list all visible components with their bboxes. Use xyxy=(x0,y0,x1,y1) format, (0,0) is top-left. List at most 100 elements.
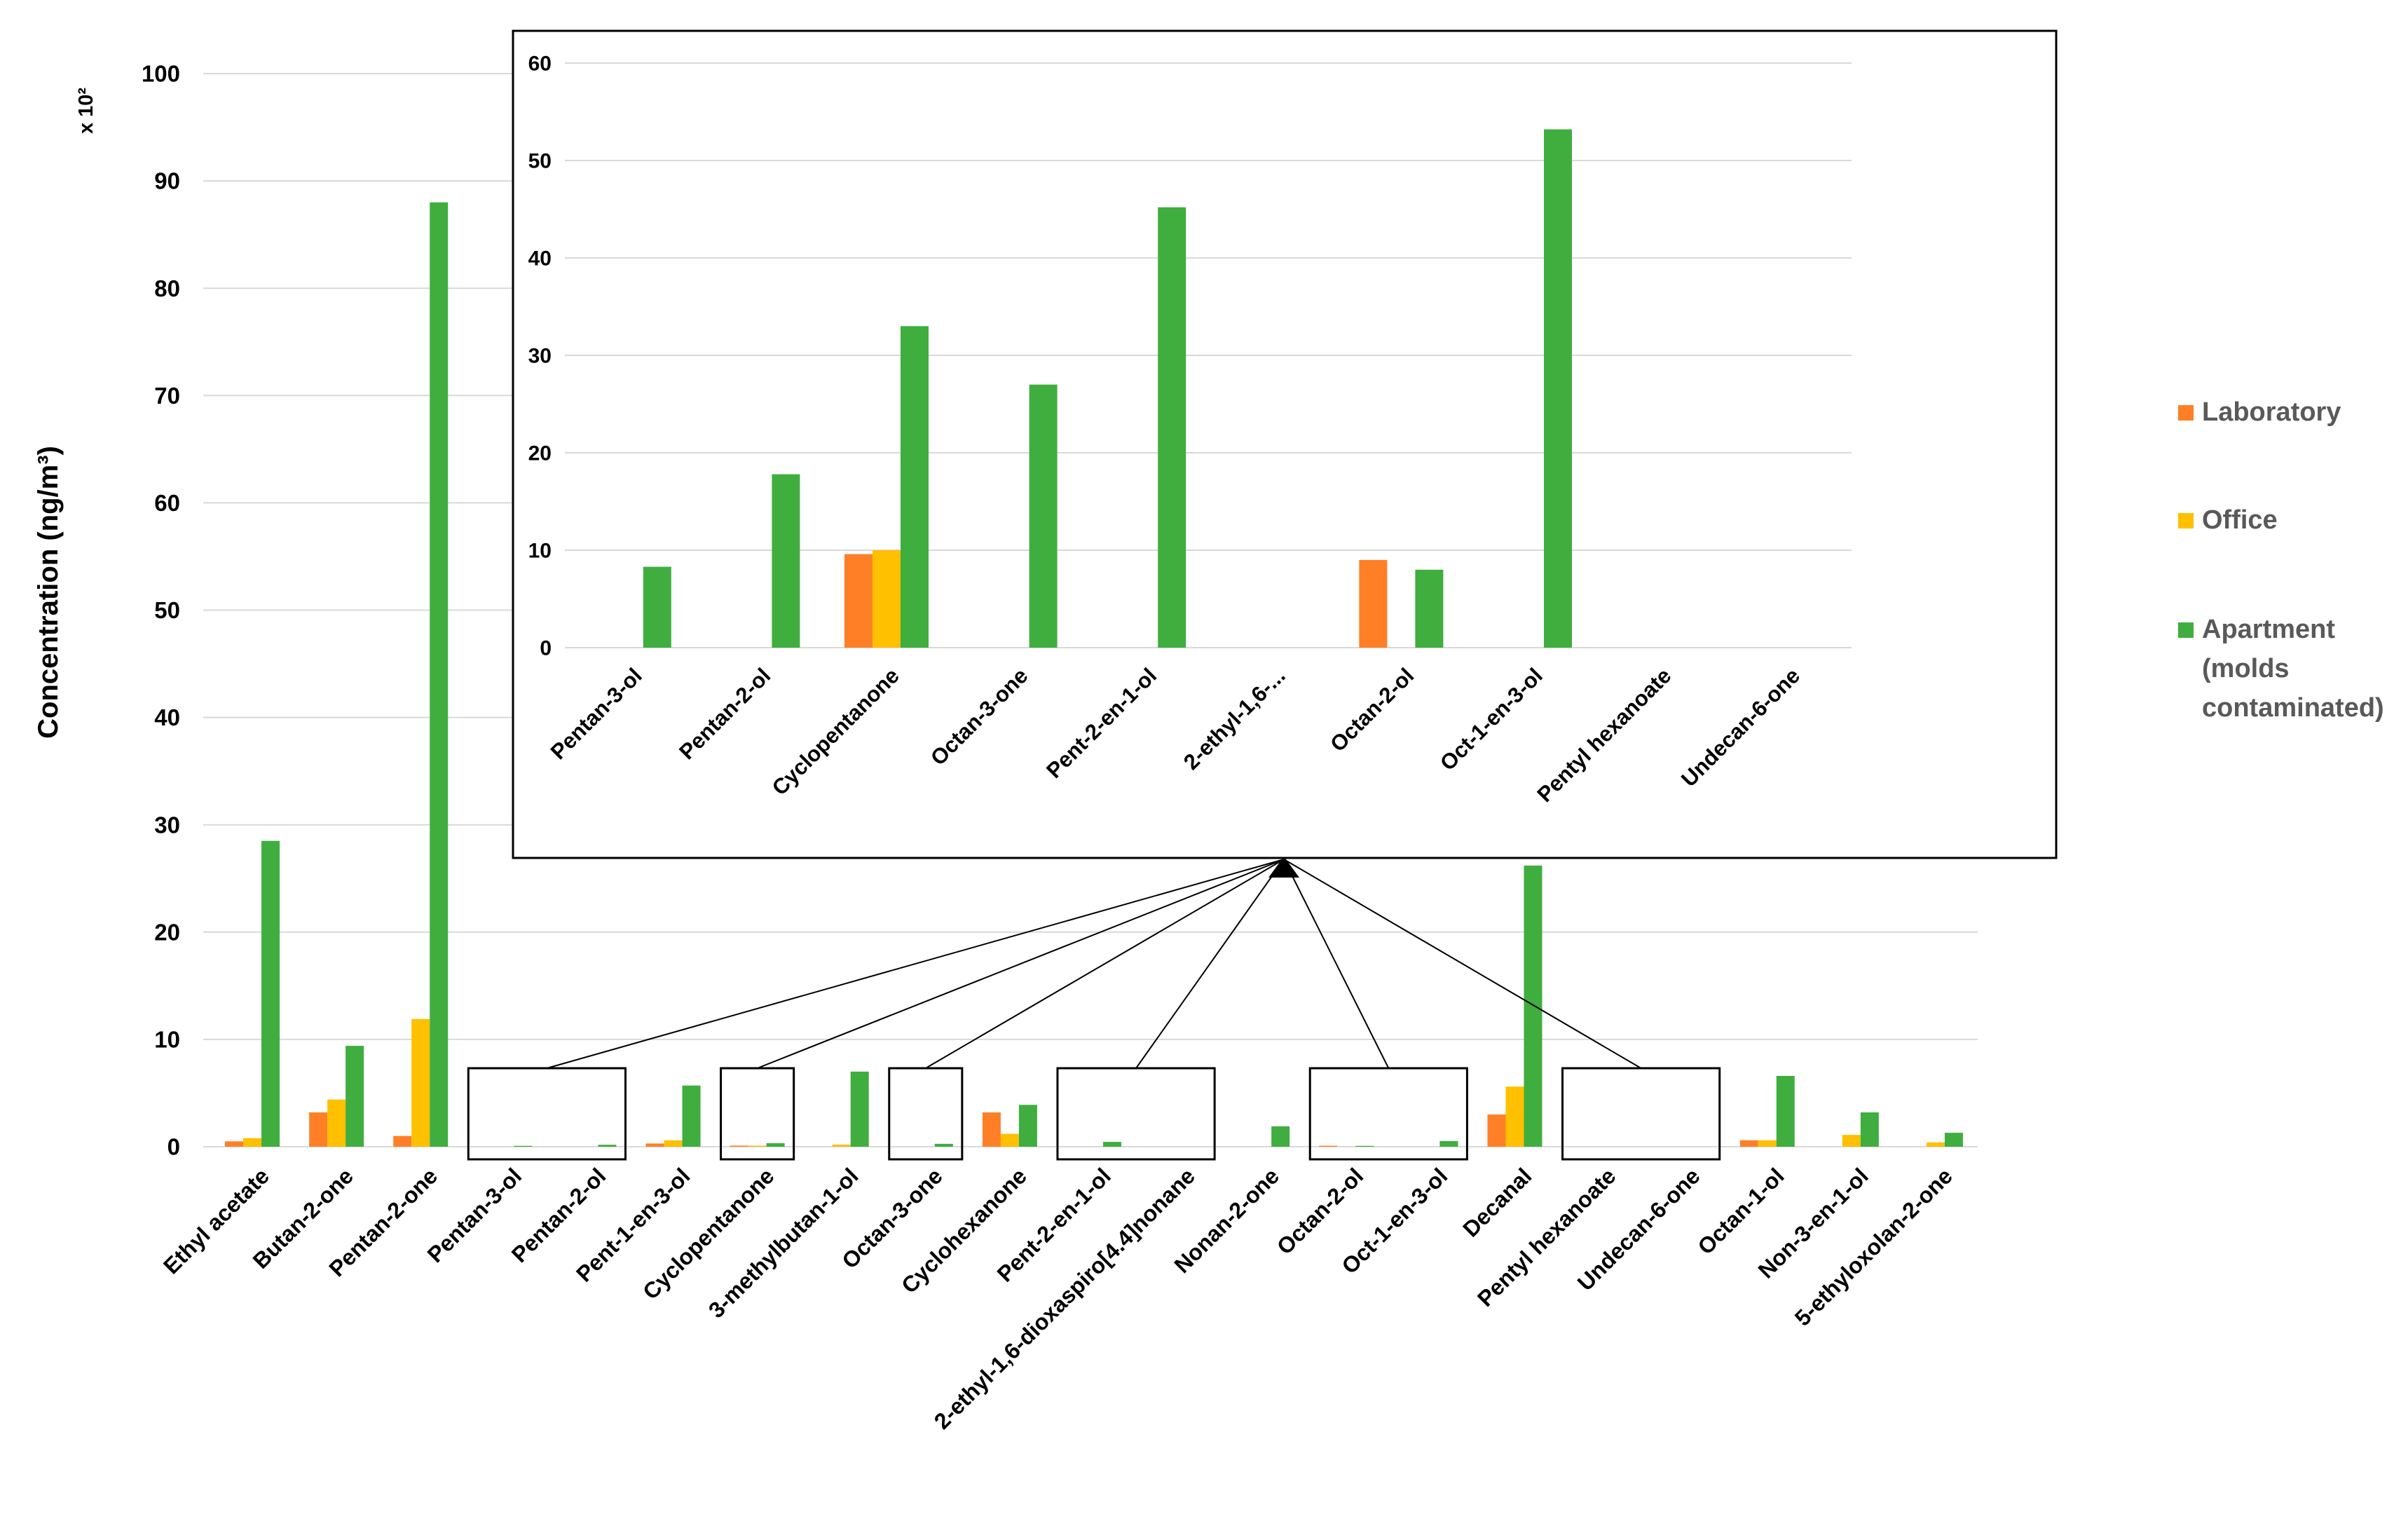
main-y-tick-label: 0 xyxy=(167,1134,180,1160)
main-chart-bars xyxy=(225,202,1963,1147)
main-bar-butan-2-one-apartment xyxy=(346,1046,364,1147)
connector-line xyxy=(1283,859,1390,1069)
main-bar-ethyl-acetate-laboratory xyxy=(225,1141,244,1147)
main-bar-pent-2-en-1-ol-apartment xyxy=(1103,1142,1121,1147)
inset-bar-oct-1-en-3-ol-apartment xyxy=(1544,129,1572,648)
main-bar-pentan-2-ol-apartment xyxy=(598,1145,617,1147)
main-y-tick-label: 10 xyxy=(154,1026,180,1052)
main-x-label-pentyl-hexanoate: Pentyl hexanoate xyxy=(1472,1163,1621,1311)
main-bar-pent-1-en-3-ol-laboratory xyxy=(645,1143,664,1147)
main-bar-5-ethyloxolan-2-one-apartment xyxy=(1944,1133,1963,1147)
main-y-tick-label: 20 xyxy=(154,919,180,945)
inset-bar-octan-2-ol-laboratory xyxy=(1359,559,1388,648)
main-bar-non-3-en-1-ol-apartment xyxy=(1860,1112,1879,1147)
main-x-label-decanal: Decanal xyxy=(1458,1163,1536,1241)
connector-line xyxy=(757,859,1285,1069)
inset-y-tick-label: 50 xyxy=(528,150,552,173)
main-bar-octan-2-ol-apartment xyxy=(1355,1145,1374,1147)
main-bar-octan-1-ol-office xyxy=(1758,1140,1777,1147)
inset-bar-octan-2-ol-apartment xyxy=(1415,569,1444,648)
y-axis-multiplier-label: x 10² xyxy=(75,88,97,134)
y-axis-label: Concentration (ng/m³) xyxy=(33,446,64,739)
main-y-tick-label: 50 xyxy=(154,597,180,623)
arrow-head xyxy=(1268,857,1299,878)
legend-label: Office xyxy=(2202,505,2278,535)
main-bar-ethyl-acetate-office xyxy=(243,1138,262,1147)
main-bar-ethyl-acetate-apartment xyxy=(261,840,280,1147)
connector-line xyxy=(547,859,1285,1069)
inset-bar-octan-3-one-apartment xyxy=(1029,384,1058,648)
inset-frame xyxy=(512,29,2058,859)
main-y-tick-label: 90 xyxy=(154,168,180,194)
connector-line xyxy=(1135,859,1285,1069)
inset-bar-cyclopentanone-laboratory xyxy=(844,554,873,648)
main-bar-cyclohexanone-laboratory xyxy=(982,1112,1001,1147)
main-y-tick-label: 100 xyxy=(142,61,180,87)
legend-label: Laboratory xyxy=(2202,397,2341,427)
connector-line xyxy=(1283,859,1642,1069)
zoom-box-pentyl-undecanone xyxy=(1561,1067,1721,1161)
main-chart-y-tick-labels: 0 10 20 30 40 50 60 70 80 90 100 xyxy=(142,61,180,1160)
inset-chart-bars xyxy=(643,129,1572,648)
main-bar-decanal-office xyxy=(1505,1086,1524,1147)
main-bar-pentan-2-one-laboratory xyxy=(393,1136,412,1147)
main-bar-octan-3-one-apartment xyxy=(934,1143,953,1147)
zoom-connector-arrows xyxy=(547,857,1642,1069)
main-bar-5-ethyloxolan-2-one-office xyxy=(1926,1142,1945,1147)
legend-label: (molds xyxy=(2202,654,2290,683)
inset-y-tick-label: 10 xyxy=(528,540,552,563)
main-bar-butan-2-one-laboratory xyxy=(309,1112,328,1147)
inset-bar-pentan-2-ol-apartment xyxy=(772,474,800,648)
main-y-tick-label: 60 xyxy=(154,490,180,516)
main-bar-pentan-2-one-apartment xyxy=(430,202,449,1147)
main-bar-butan-2-one-office xyxy=(327,1099,346,1147)
main-y-tick-label: 80 xyxy=(154,275,180,301)
legend-label: contaminated) xyxy=(2202,693,2384,723)
main-bar-cyclohexanone-office xyxy=(1000,1133,1019,1147)
zoom-box-pent-2-en-1-ol xyxy=(1056,1067,1216,1161)
main-bar-nonan-2-one-apartment xyxy=(1271,1126,1290,1147)
main-bar-cyclohexanone-apartment xyxy=(1018,1105,1037,1147)
main-bar-pent-1-en-3-ol-office xyxy=(664,1140,683,1147)
main-bar-cyclopentanone-office xyxy=(748,1145,767,1147)
inset-y-tick-label: 30 xyxy=(528,345,552,368)
main-bar-oct-1-en-3-ol-apartment xyxy=(1439,1140,1458,1147)
main-bar-pentan-2-one-office xyxy=(411,1018,430,1147)
inset-y-tick-label: 40 xyxy=(528,247,552,271)
legend: Laboratory Office Apartment (molds contamina… xyxy=(2178,397,2384,723)
main-bar-octan-2-ol-laboratory xyxy=(1319,1145,1338,1147)
main-x-label-5-ethyloxolan-2-one: 5-ethyloxolan-2-one xyxy=(1790,1163,1957,1330)
main-bar-decanal-apartment xyxy=(1524,865,1542,1147)
legend-swatch-2 xyxy=(2178,513,2194,528)
inset-bar-pent-2-en-1-ol-apartment xyxy=(1158,207,1186,648)
main-bar-octan-1-ol-apartment xyxy=(1776,1075,1795,1147)
main-bar-pentan-3-ol-apartment xyxy=(514,1145,533,1147)
legend-swatch-3 xyxy=(2178,622,2194,638)
zoom-box-pentanols xyxy=(467,1067,627,1161)
connector-line xyxy=(925,859,1285,1069)
inset-y-tick-label: 20 xyxy=(528,442,552,465)
inset-chart-y-tick-labels: 0 10 20 30 40 50 60 xyxy=(528,53,552,660)
main-bar-non-3-en-1-ol-office xyxy=(1842,1135,1861,1147)
inset-bar-cyclopentanone-apartment xyxy=(901,326,929,648)
main-chart-x-tick-labels: Ethyl acetateButan-2-onePentan-2-onePent… xyxy=(158,1163,1957,1433)
inset-y-tick-label: 0 xyxy=(540,637,552,660)
legend-label: Apartment xyxy=(2202,615,2335,644)
main-bar-cyclopentanone-laboratory xyxy=(730,1145,748,1147)
main-bar-octan-1-ol-laboratory xyxy=(1739,1140,1758,1147)
main-x-label-3-methylbutan-1-ol: 3-methylbutan-1-ol xyxy=(704,1163,863,1323)
legend-swatch-1 xyxy=(2178,405,2194,421)
main-bar-3-methylbutan-1-ol-apartment xyxy=(850,1071,869,1147)
main-y-tick-label: 70 xyxy=(154,383,180,409)
inset-y-tick-label: 60 xyxy=(528,53,552,76)
main-bar-3-methylbutan-1-ol-office xyxy=(832,1144,851,1147)
inset-bar-pentan-3-ol-apartment xyxy=(643,566,671,648)
main-y-tick-label: 40 xyxy=(154,704,180,730)
main-y-tick-label: 30 xyxy=(154,812,180,838)
main-bar-pent-1-en-3-ol-apartment xyxy=(682,1085,701,1147)
inset-bar-cyclopentanone-office xyxy=(873,550,901,648)
main-bar-cyclopentanone-apartment xyxy=(766,1143,785,1147)
main-bar-decanal-laboratory xyxy=(1487,1114,1506,1147)
